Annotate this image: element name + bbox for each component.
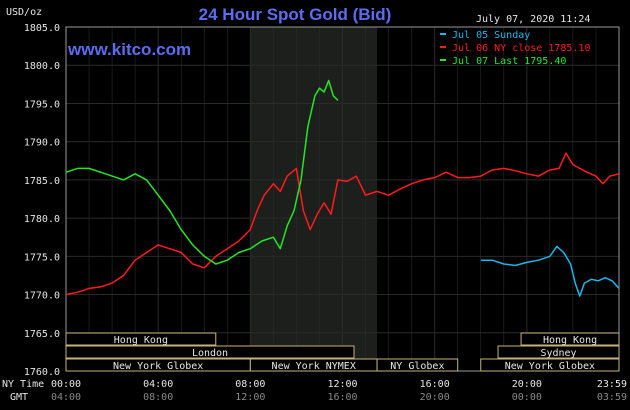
x-tick-label-gmt: 00:00 [512, 392, 542, 403]
series-line-jul07 [65, 79, 339, 265]
session-label: NY Globex [390, 361, 444, 372]
x-tick-label-gmt: 04:00 [51, 392, 81, 403]
x-tick-label-ny: 16:00 [420, 379, 450, 390]
session-bar [65, 345, 355, 359]
legend: Jul 05 Sunday Jul 06 NY close 1785.10 Ju… [440, 30, 590, 67]
x-tick-label-gmt: 20:00 [420, 392, 450, 403]
session-label: New York NYMEX [272, 361, 356, 372]
y-tick-label: 1775.0 [24, 252, 60, 263]
x-tick-label-ny: 08:00 [235, 379, 265, 390]
x-tick-label-ny: 12:00 [327, 379, 357, 390]
y-unit-label: USD/oz [6, 7, 42, 18]
legend-label-jul05: Jul 05 Sunday [452, 30, 530, 41]
gmt-axis-label: GMT [10, 392, 28, 403]
session-label: Sydney [540, 348, 576, 359]
x-tick-label-ny: 20:00 [512, 379, 542, 390]
chart-datetime: July 07, 2020 11:24 [476, 14, 590, 25]
series-line-jul05 [480, 245, 620, 297]
x-tick-label-gmt: 12:00 [235, 392, 265, 403]
y-tick-label: 1800.0 [24, 61, 60, 72]
legend-label-jul07: Jul 07 Last 1795.40 [452, 56, 566, 67]
source-url[interactable]: www.kitco.com [67, 40, 191, 59]
x-tick-label-gmt: 16:00 [327, 392, 357, 403]
session-bar [480, 358, 620, 372]
y-tick-label: 1795.0 [24, 99, 60, 110]
nymex-highlight-band [250, 27, 378, 371]
session-label: London [192, 348, 228, 359]
ny-time-axis-label: NY Time [2, 379, 44, 390]
x-tick-label-ny: 23:59 [597, 379, 627, 390]
y-tick-label: 1805.0 [24, 23, 60, 34]
x-tick-label-ny: 04:00 [143, 379, 173, 390]
y-tick-label: 1765.0 [24, 329, 60, 340]
legend-label-jul06: Jul 06 NY close 1785.10 [452, 43, 590, 54]
session-bar [376, 358, 459, 372]
x-tick-label-gmt: 03:59 [597, 392, 627, 403]
y-tick-label: 1785.0 [24, 176, 60, 187]
series-line-jul06 [65, 152, 620, 296]
x-tick-label-gmt: 08:00 [143, 392, 173, 403]
session-bar [497, 345, 620, 359]
chart-title: 24 Hour Spot Gold (Bid) [199, 5, 392, 24]
session-label: New York Globex [113, 361, 203, 372]
y-tick-label: 1770.0 [24, 291, 60, 302]
y-tick-label: 1790.0 [24, 138, 60, 149]
session-label: New York Globex [505, 361, 595, 372]
session-bar [65, 332, 217, 346]
x-tick-label-ny: 00:00 [51, 379, 81, 390]
session-label: Hong Kong [543, 335, 597, 346]
session-bar [520, 332, 620, 346]
y-tick-label: 1760.0 [24, 367, 60, 378]
session-label: Hong Kong [114, 335, 168, 346]
y-tick-label: 1780.0 [24, 214, 60, 225]
